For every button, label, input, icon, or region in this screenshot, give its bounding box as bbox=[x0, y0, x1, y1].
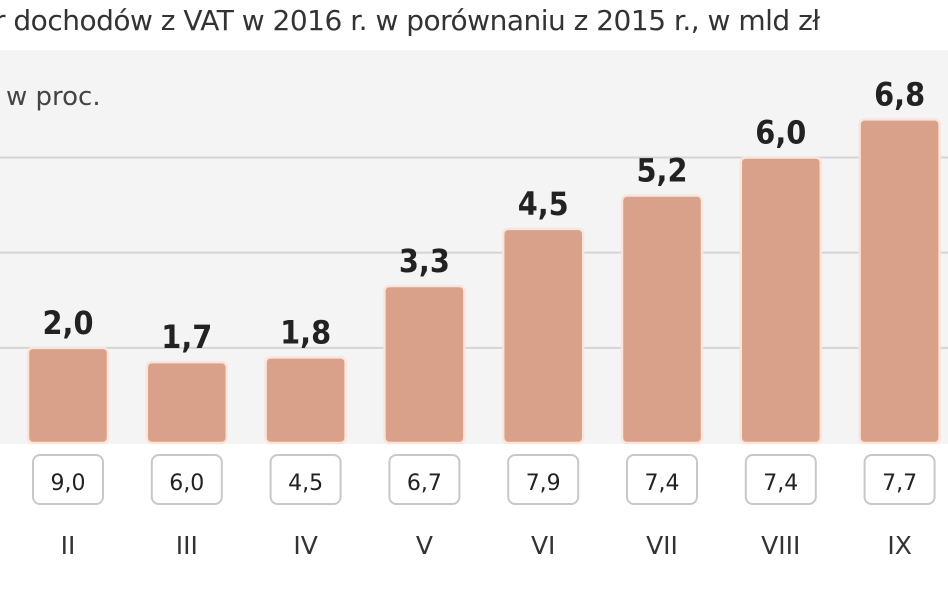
bar bbox=[739, 156, 823, 445]
percent-box bbox=[863, 454, 936, 505]
value-label: 1,8 bbox=[280, 313, 331, 351]
category-label: VIII bbox=[761, 531, 800, 560]
percent-box bbox=[32, 454, 104, 505]
percent-label: 6,7 bbox=[407, 471, 442, 496]
percent-label: 9,0 bbox=[51, 471, 86, 496]
bar bbox=[26, 346, 110, 445]
percent-label: 7,4 bbox=[645, 471, 680, 496]
category-label: VI bbox=[531, 531, 555, 560]
value-label: 6,8 bbox=[874, 75, 925, 113]
percent-box bbox=[744, 454, 817, 505]
category-label: III bbox=[176, 531, 198, 560]
percent-box bbox=[150, 454, 223, 505]
percent-box bbox=[626, 454, 698, 505]
chart-title: r dochodów z VAT w 2016 r. w porównaniu … bbox=[0, 4, 820, 37]
value-label: 1,7 bbox=[161, 318, 212, 356]
percent-box bbox=[388, 454, 461, 505]
bar bbox=[620, 194, 704, 445]
value-label: 2,0 bbox=[43, 304, 94, 342]
bar bbox=[501, 227, 585, 445]
value-label: 3,3 bbox=[399, 242, 450, 280]
category-label: VII bbox=[646, 531, 678, 560]
percent-label: 4,5 bbox=[288, 471, 323, 496]
category-label: II bbox=[61, 531, 76, 560]
percent-label: 7,9 bbox=[526, 471, 561, 496]
category-label: IV bbox=[293, 531, 317, 560]
percent-label: 7,7 bbox=[882, 471, 917, 496]
value-label: 6,0 bbox=[755, 113, 806, 151]
category-label: V bbox=[416, 531, 433, 560]
value-label: 4,5 bbox=[518, 185, 569, 223]
percent-box bbox=[507, 454, 580, 505]
category-label: IX bbox=[887, 531, 912, 560]
bar bbox=[145, 360, 229, 445]
percent-label: 6,0 bbox=[169, 471, 204, 496]
bar bbox=[858, 118, 941, 445]
value-label: 5,2 bbox=[637, 152, 688, 190]
unit-label: w proc. bbox=[6, 82, 101, 112]
bar bbox=[383, 284, 466, 445]
percent-label: 7,4 bbox=[763, 471, 798, 496]
bar bbox=[264, 356, 347, 445]
percent-box bbox=[269, 454, 342, 505]
